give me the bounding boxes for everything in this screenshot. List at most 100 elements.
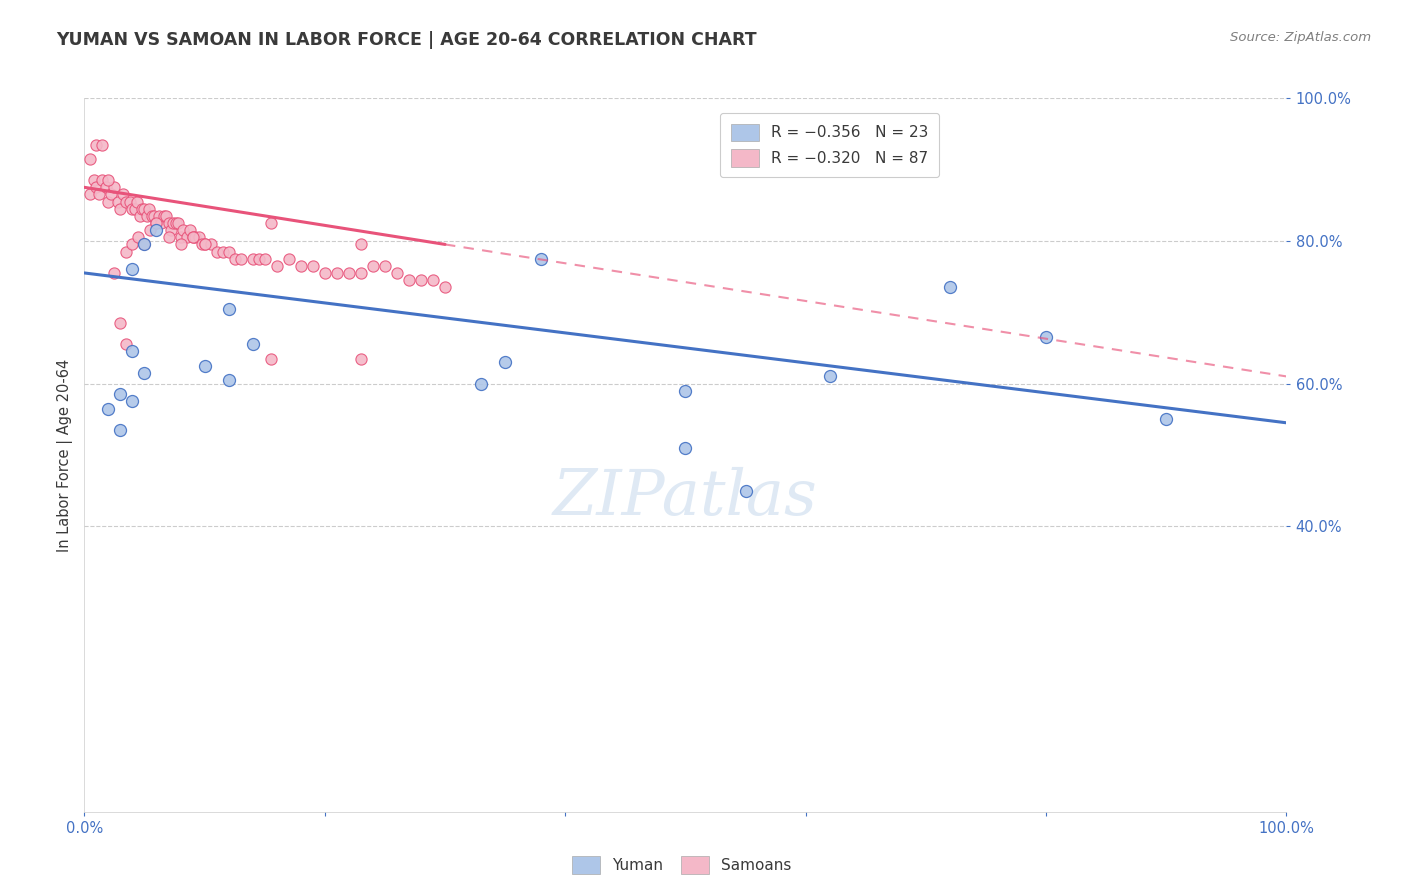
- Point: [675, 384, 697, 398]
- Point: [191, 237, 214, 252]
- Point: [242, 337, 264, 351]
- Point: [131, 202, 153, 216]
- Point: [91, 173, 114, 187]
- Point: [121, 237, 143, 252]
- Point: [124, 202, 146, 216]
- Point: [337, 266, 360, 280]
- Point: [100, 187, 122, 202]
- Point: [150, 216, 173, 230]
- Point: [675, 441, 697, 455]
- Point: [350, 351, 373, 366]
- Point: [218, 373, 240, 387]
- Point: [145, 216, 167, 230]
- Point: [79, 152, 101, 166]
- Point: [86, 180, 108, 194]
- Point: [135, 209, 157, 223]
- Text: YUMAN VS SAMOAN IN LABOR FORCE | AGE 20-64 CORRELATION CHART: YUMAN VS SAMOAN IN LABOR FORCE | AGE 20-…: [56, 31, 756, 49]
- Legend: Yuman, Samoans: Yuman, Samoans: [567, 850, 797, 880]
- Point: [138, 202, 160, 216]
- Point: [200, 237, 222, 252]
- Point: [86, 137, 108, 152]
- Point: [350, 237, 373, 252]
- Point: [134, 237, 156, 252]
- Point: [194, 237, 217, 252]
- Point: [94, 180, 117, 194]
- Point: [253, 252, 276, 266]
- Point: [409, 273, 432, 287]
- Point: [118, 194, 141, 209]
- Point: [127, 230, 149, 244]
- Point: [194, 237, 217, 252]
- Point: [242, 252, 264, 266]
- Point: [181, 230, 204, 244]
- Point: [110, 387, 132, 401]
- Point: [134, 366, 156, 380]
- Point: [148, 209, 170, 223]
- Point: [97, 173, 120, 187]
- Point: [398, 273, 420, 287]
- Point: [110, 423, 132, 437]
- Point: [211, 244, 233, 259]
- Point: [470, 376, 492, 391]
- Point: [939, 280, 962, 294]
- Point: [134, 237, 156, 252]
- Text: Source: ZipAtlas.com: Source: ZipAtlas.com: [1230, 31, 1371, 45]
- Point: [205, 244, 228, 259]
- Point: [290, 259, 312, 273]
- Point: [176, 230, 198, 244]
- Point: [83, 173, 105, 187]
- Point: [107, 194, 129, 209]
- Point: [115, 337, 138, 351]
- Point: [121, 202, 143, 216]
- Point: [181, 230, 204, 244]
- Point: [111, 187, 134, 202]
- Point: [91, 137, 114, 152]
- Point: [110, 316, 132, 330]
- Point: [361, 259, 384, 273]
- Point: [139, 223, 162, 237]
- Point: [87, 187, 110, 202]
- Point: [266, 259, 288, 273]
- Point: [260, 216, 283, 230]
- Text: ZIPatlas: ZIPatlas: [553, 467, 818, 529]
- Point: [157, 230, 180, 244]
- Point: [97, 401, 120, 416]
- Point: [277, 252, 299, 266]
- Point: [115, 194, 138, 209]
- Point: [218, 301, 240, 316]
- Point: [434, 280, 457, 294]
- Point: [260, 351, 283, 366]
- Point: [145, 216, 167, 230]
- Point: [121, 344, 143, 359]
- Point: [422, 273, 444, 287]
- Point: [374, 259, 396, 273]
- Point: [530, 252, 553, 266]
- Point: [97, 194, 120, 209]
- Point: [326, 266, 349, 280]
- Point: [121, 262, 143, 277]
- Point: [314, 266, 336, 280]
- Legend: R = −0.356   N = 23, R = −0.320   N = 87: R = −0.356 N = 23, R = −0.320 N = 87: [720, 113, 939, 178]
- Point: [169, 237, 191, 252]
- Point: [229, 252, 252, 266]
- Point: [155, 209, 177, 223]
- Point: [1156, 412, 1178, 426]
- Point: [167, 216, 190, 230]
- Point: [187, 230, 209, 244]
- Point: [134, 202, 156, 216]
- Point: [115, 244, 138, 259]
- Point: [350, 266, 373, 280]
- Point: [184, 230, 207, 244]
- Point: [110, 202, 132, 216]
- Point: [141, 209, 163, 223]
- Point: [172, 223, 194, 237]
- Y-axis label: In Labor Force | Age 20-64: In Labor Force | Age 20-64: [58, 359, 73, 551]
- Point: [103, 180, 125, 194]
- Point: [160, 223, 183, 237]
- Point: [121, 394, 143, 409]
- Point: [247, 252, 270, 266]
- Point: [128, 209, 150, 223]
- Point: [162, 216, 184, 230]
- Point: [157, 216, 180, 230]
- Point: [1035, 330, 1057, 344]
